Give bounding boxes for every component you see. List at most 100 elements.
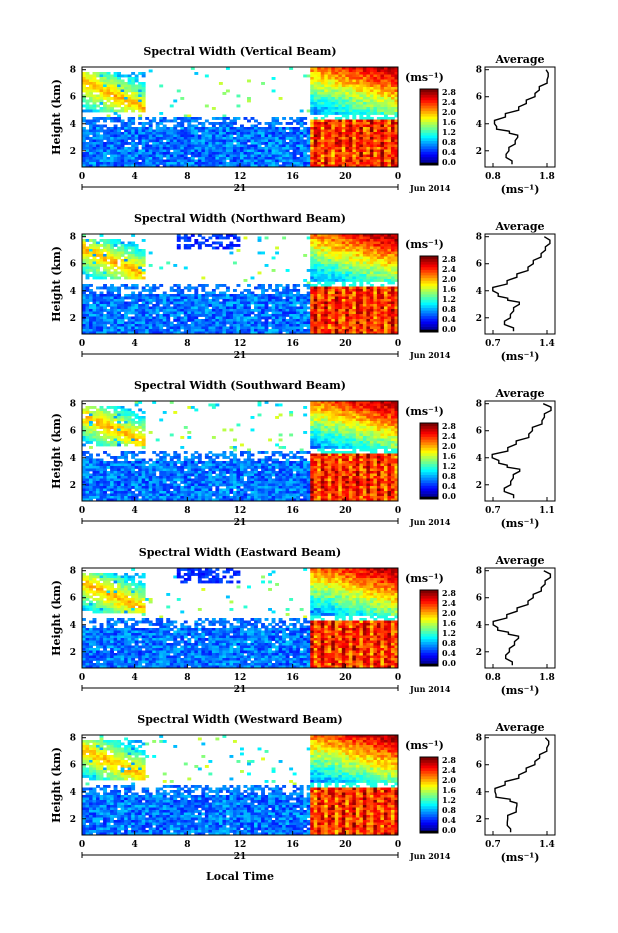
- heatmap-cell: [391, 97, 395, 100]
- y-tick-label: 4: [70, 287, 76, 297]
- heatmap-cell: [142, 327, 146, 330]
- heatmap-cell: [349, 269, 353, 272]
- heatmap-cell: [233, 294, 237, 297]
- heatmap-cell: [187, 312, 191, 315]
- heatmap-cell: [317, 147, 321, 150]
- heatmap-cell: [170, 155, 174, 158]
- heatmap-cell: [212, 299, 216, 302]
- heatmap-cell: [152, 140, 156, 143]
- heatmap-cell: [275, 329, 279, 332]
- heatmap-cell: [363, 150, 367, 153]
- heatmap-cell: [110, 110, 114, 113]
- heatmap-cell: [254, 130, 258, 133]
- heatmap-cell: [275, 157, 279, 160]
- heatmap-cell: [173, 100, 177, 103]
- heatmap-cell: [86, 102, 90, 105]
- heatmap-cell: [187, 157, 191, 160]
- heatmap-cell: [110, 259, 114, 262]
- heatmap-cell: [293, 329, 297, 332]
- heatmap-cell: [198, 242, 202, 245]
- heatmap-cell: [391, 269, 395, 272]
- heatmap-cell: [384, 100, 388, 103]
- heatmap-cell: [103, 242, 107, 245]
- heatmap-cell: [128, 125, 132, 128]
- heatmap-cell: [159, 122, 163, 125]
- heatmap-cell: [121, 135, 125, 138]
- heatmap-cell: [103, 319, 107, 322]
- heatmap-cell: [100, 110, 104, 113]
- heatmap-cell: [244, 132, 248, 135]
- heatmap-cell: [293, 145, 297, 148]
- colorbar-step: [420, 299, 438, 302]
- heatmap-cell: [370, 162, 374, 165]
- heatmap-cell: [177, 150, 181, 153]
- heatmap-cell: [272, 130, 276, 133]
- heatmap-cell: [180, 125, 184, 128]
- colorbar-step: [420, 130, 438, 133]
- heatmap-cell: [142, 110, 146, 113]
- heatmap-cell: [82, 97, 86, 100]
- heatmap-cell: [244, 289, 248, 292]
- heatmap-cell: [173, 127, 177, 130]
- colorbar-unit: (ms⁻¹): [405, 238, 444, 251]
- heatmap-cell: [110, 254, 114, 257]
- heatmap-cell: [212, 145, 216, 148]
- heatmap-cell: [222, 322, 226, 325]
- heatmap-cell: [356, 110, 360, 113]
- heatmap-cell: [366, 120, 370, 123]
- heatmap-cell: [356, 162, 360, 165]
- heatmap-cell: [268, 122, 272, 125]
- heatmap-cell: [314, 267, 318, 270]
- heatmap-cell: [114, 82, 118, 85]
- heatmap-cell: [335, 304, 339, 307]
- heatmap-cell: [194, 125, 198, 128]
- heatmap-cell: [387, 125, 391, 128]
- heatmap-cell: [93, 269, 97, 272]
- heatmap-cell: [96, 329, 100, 332]
- heatmap-cell: [342, 267, 346, 270]
- heatmap-cell: [208, 155, 212, 158]
- heatmap-cell: [149, 155, 153, 158]
- heatmap-cell: [356, 155, 360, 158]
- heatmap-cell: [359, 262, 363, 265]
- heatmap-cell: [338, 317, 342, 320]
- heatmap-cell: [331, 77, 335, 80]
- heatmap-cell: [194, 140, 198, 143]
- heatmap-cell: [107, 110, 111, 113]
- heatmap-cell: [131, 137, 135, 140]
- heatmap-cell: [166, 135, 170, 138]
- heatmap-cell: [219, 135, 223, 138]
- heatmap-cell: [370, 77, 374, 80]
- heatmap-cell: [377, 150, 381, 153]
- heatmap-cell: [352, 269, 356, 272]
- heatmap-cell: [380, 262, 384, 265]
- heatmap-cell: [124, 329, 128, 332]
- heatmap-cell: [135, 97, 139, 100]
- heatmap-cell: [138, 102, 142, 105]
- heatmap-cell: [254, 327, 258, 330]
- heatmap-cell: [180, 324, 184, 327]
- heatmap-cell: [377, 87, 381, 90]
- heatmap-cell: [359, 274, 363, 277]
- heatmap-cell: [86, 105, 90, 108]
- heatmap-cell: [86, 152, 90, 155]
- heatmap-cell: [275, 322, 279, 325]
- heatmap-cell: [89, 312, 93, 315]
- heatmap-cell: [117, 307, 121, 310]
- heatmap-cell: [149, 297, 153, 300]
- heatmap-cell: [205, 314, 209, 317]
- heatmap-cell: [233, 160, 237, 163]
- heatmap-cell: [282, 322, 286, 325]
- heatmap-cell: [370, 75, 374, 78]
- heatmap-cell: [222, 117, 226, 120]
- heatmap-cell: [156, 312, 160, 315]
- heatmap-cell: [359, 157, 363, 160]
- heatmap-cell: [373, 294, 377, 297]
- heatmap-cell: [356, 252, 360, 255]
- heatmap-cell: [89, 152, 93, 155]
- heatmap-cell: [152, 304, 156, 307]
- heatmap-cell: [289, 317, 293, 320]
- heatmap-cell: [342, 105, 346, 108]
- heatmap-cell: [96, 242, 100, 245]
- heatmap-cell: [384, 120, 388, 123]
